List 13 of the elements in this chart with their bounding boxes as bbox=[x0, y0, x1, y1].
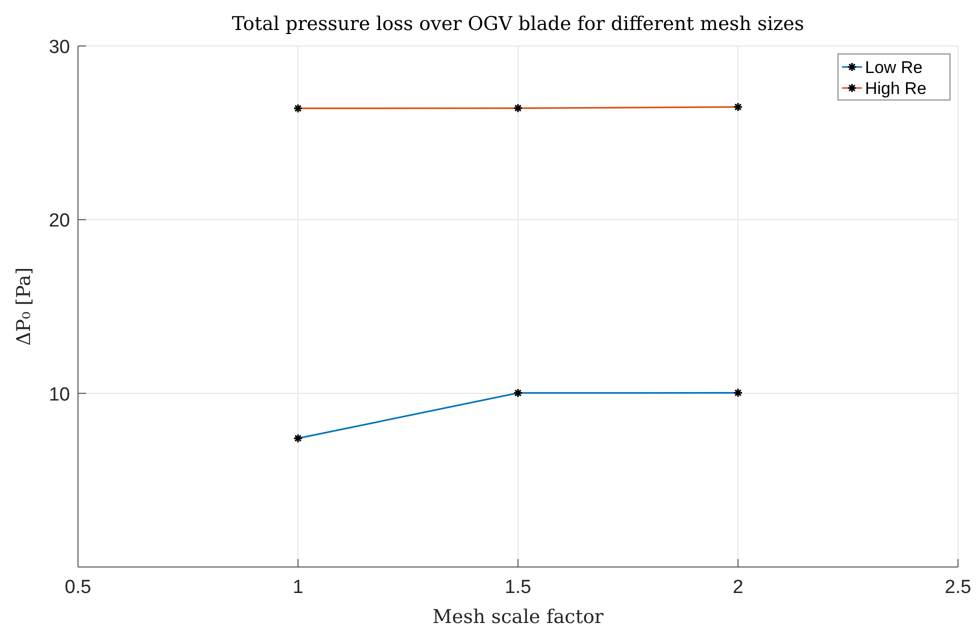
y-tick-label: 10 bbox=[48, 384, 70, 406]
chart-title: Total pressure loss over OGV blade for different mesh sizes bbox=[232, 13, 804, 35]
x-tick-label: 2 bbox=[732, 577, 744, 598]
x-tick-label: 1.5 bbox=[504, 577, 532, 598]
x-tick-label: 0.5 bbox=[64, 577, 92, 598]
x-tick-label: 1 bbox=[292, 577, 304, 598]
x-tick-label: 2.5 bbox=[944, 577, 972, 598]
legend-label: High Re bbox=[865, 79, 926, 98]
y-axis-title: ΔP₀ [Pa] bbox=[13, 267, 35, 346]
y-tick-label: 30 bbox=[48, 37, 70, 58]
x-axis-title: Mesh scale factor bbox=[432, 606, 604, 628]
legend-label: Low Re bbox=[865, 58, 923, 77]
y-tick-label: 20 bbox=[48, 210, 70, 232]
